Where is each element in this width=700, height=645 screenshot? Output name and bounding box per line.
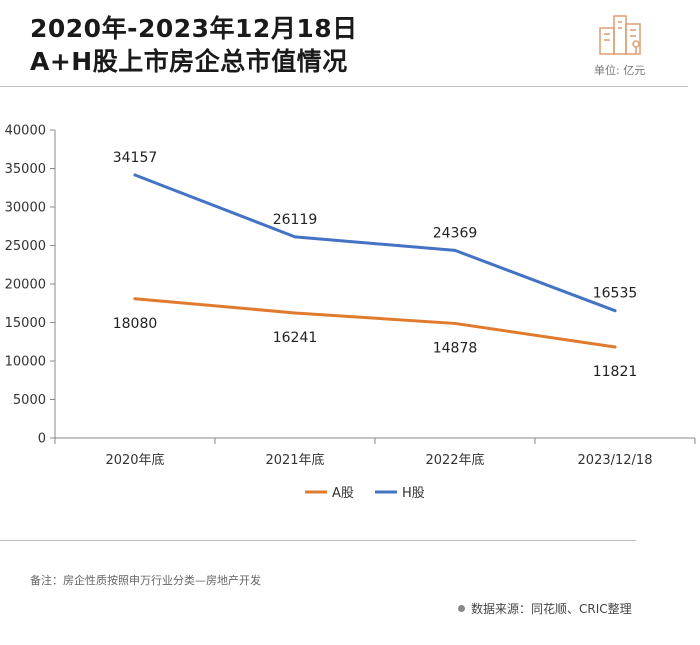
x-tick-label: 2020年底 [105, 452, 164, 468]
y-tick-label: 10000 [5, 355, 46, 370]
data-point [453, 321, 457, 325]
data-point [293, 311, 297, 315]
data-source: 数据来源：同花顺、CRIC整理 [458, 600, 632, 617]
series-line-H股 [133, 173, 617, 313]
data-label: 24369 [433, 225, 478, 241]
footnote: 备注：房企性质按照申万行业分类—房地产开发 [30, 574, 261, 587]
legend-label: H股 [402, 486, 425, 501]
x-tick-label: 2022年底 [425, 452, 484, 468]
bullet-icon [458, 605, 465, 612]
data-point [133, 297, 137, 301]
line-chart: 0 5000 10000 15000 20000 25000 30000 35000 40000… [5, 124, 696, 501]
y-tick-label: 30000 [5, 201, 46, 216]
data-label: 18080 [113, 316, 158, 332]
y-tick-label: 35000 [5, 162, 46, 177]
data-point [293, 235, 297, 239]
unit-label: 单位: 亿元 [594, 64, 646, 77]
data-point [453, 248, 457, 252]
footer-divider [0, 540, 636, 541]
buildings-icon [599, 15, 641, 55]
y-tick-label: 0 [38, 432, 46, 447]
page-title-line1: 2020年-2023年12月18日 [30, 14, 358, 43]
legend-label: A股 [332, 486, 354, 501]
y-tick-label: 20000 [5, 278, 46, 293]
page-title-line2: A+H股上市房企总市值情况 [30, 47, 348, 76]
data-label: 16535 [593, 286, 638, 302]
data-point [613, 309, 617, 313]
x-tick-label: 2021年底 [265, 452, 324, 468]
series-line-A股 [133, 297, 617, 349]
data-label: 16241 [273, 330, 318, 346]
x-tick-label: 2023/12/18 [578, 453, 653, 468]
data-label: 11821 [593, 364, 638, 380]
y-tick-label: 40000 [5, 124, 46, 139]
data-label: 14878 [433, 340, 478, 356]
data-label: 34157 [113, 150, 158, 166]
data-point [133, 173, 137, 177]
data-label: 26119 [273, 212, 318, 228]
header-divider [0, 86, 688, 87]
data-source-text: 数据来源：同花顺、CRIC整理 [471, 602, 632, 616]
y-tick-label: 5000 [13, 393, 46, 408]
y-tick-label: 25000 [5, 239, 46, 254]
y-tick-label: 15000 [5, 316, 46, 331]
data-point [613, 345, 617, 349]
